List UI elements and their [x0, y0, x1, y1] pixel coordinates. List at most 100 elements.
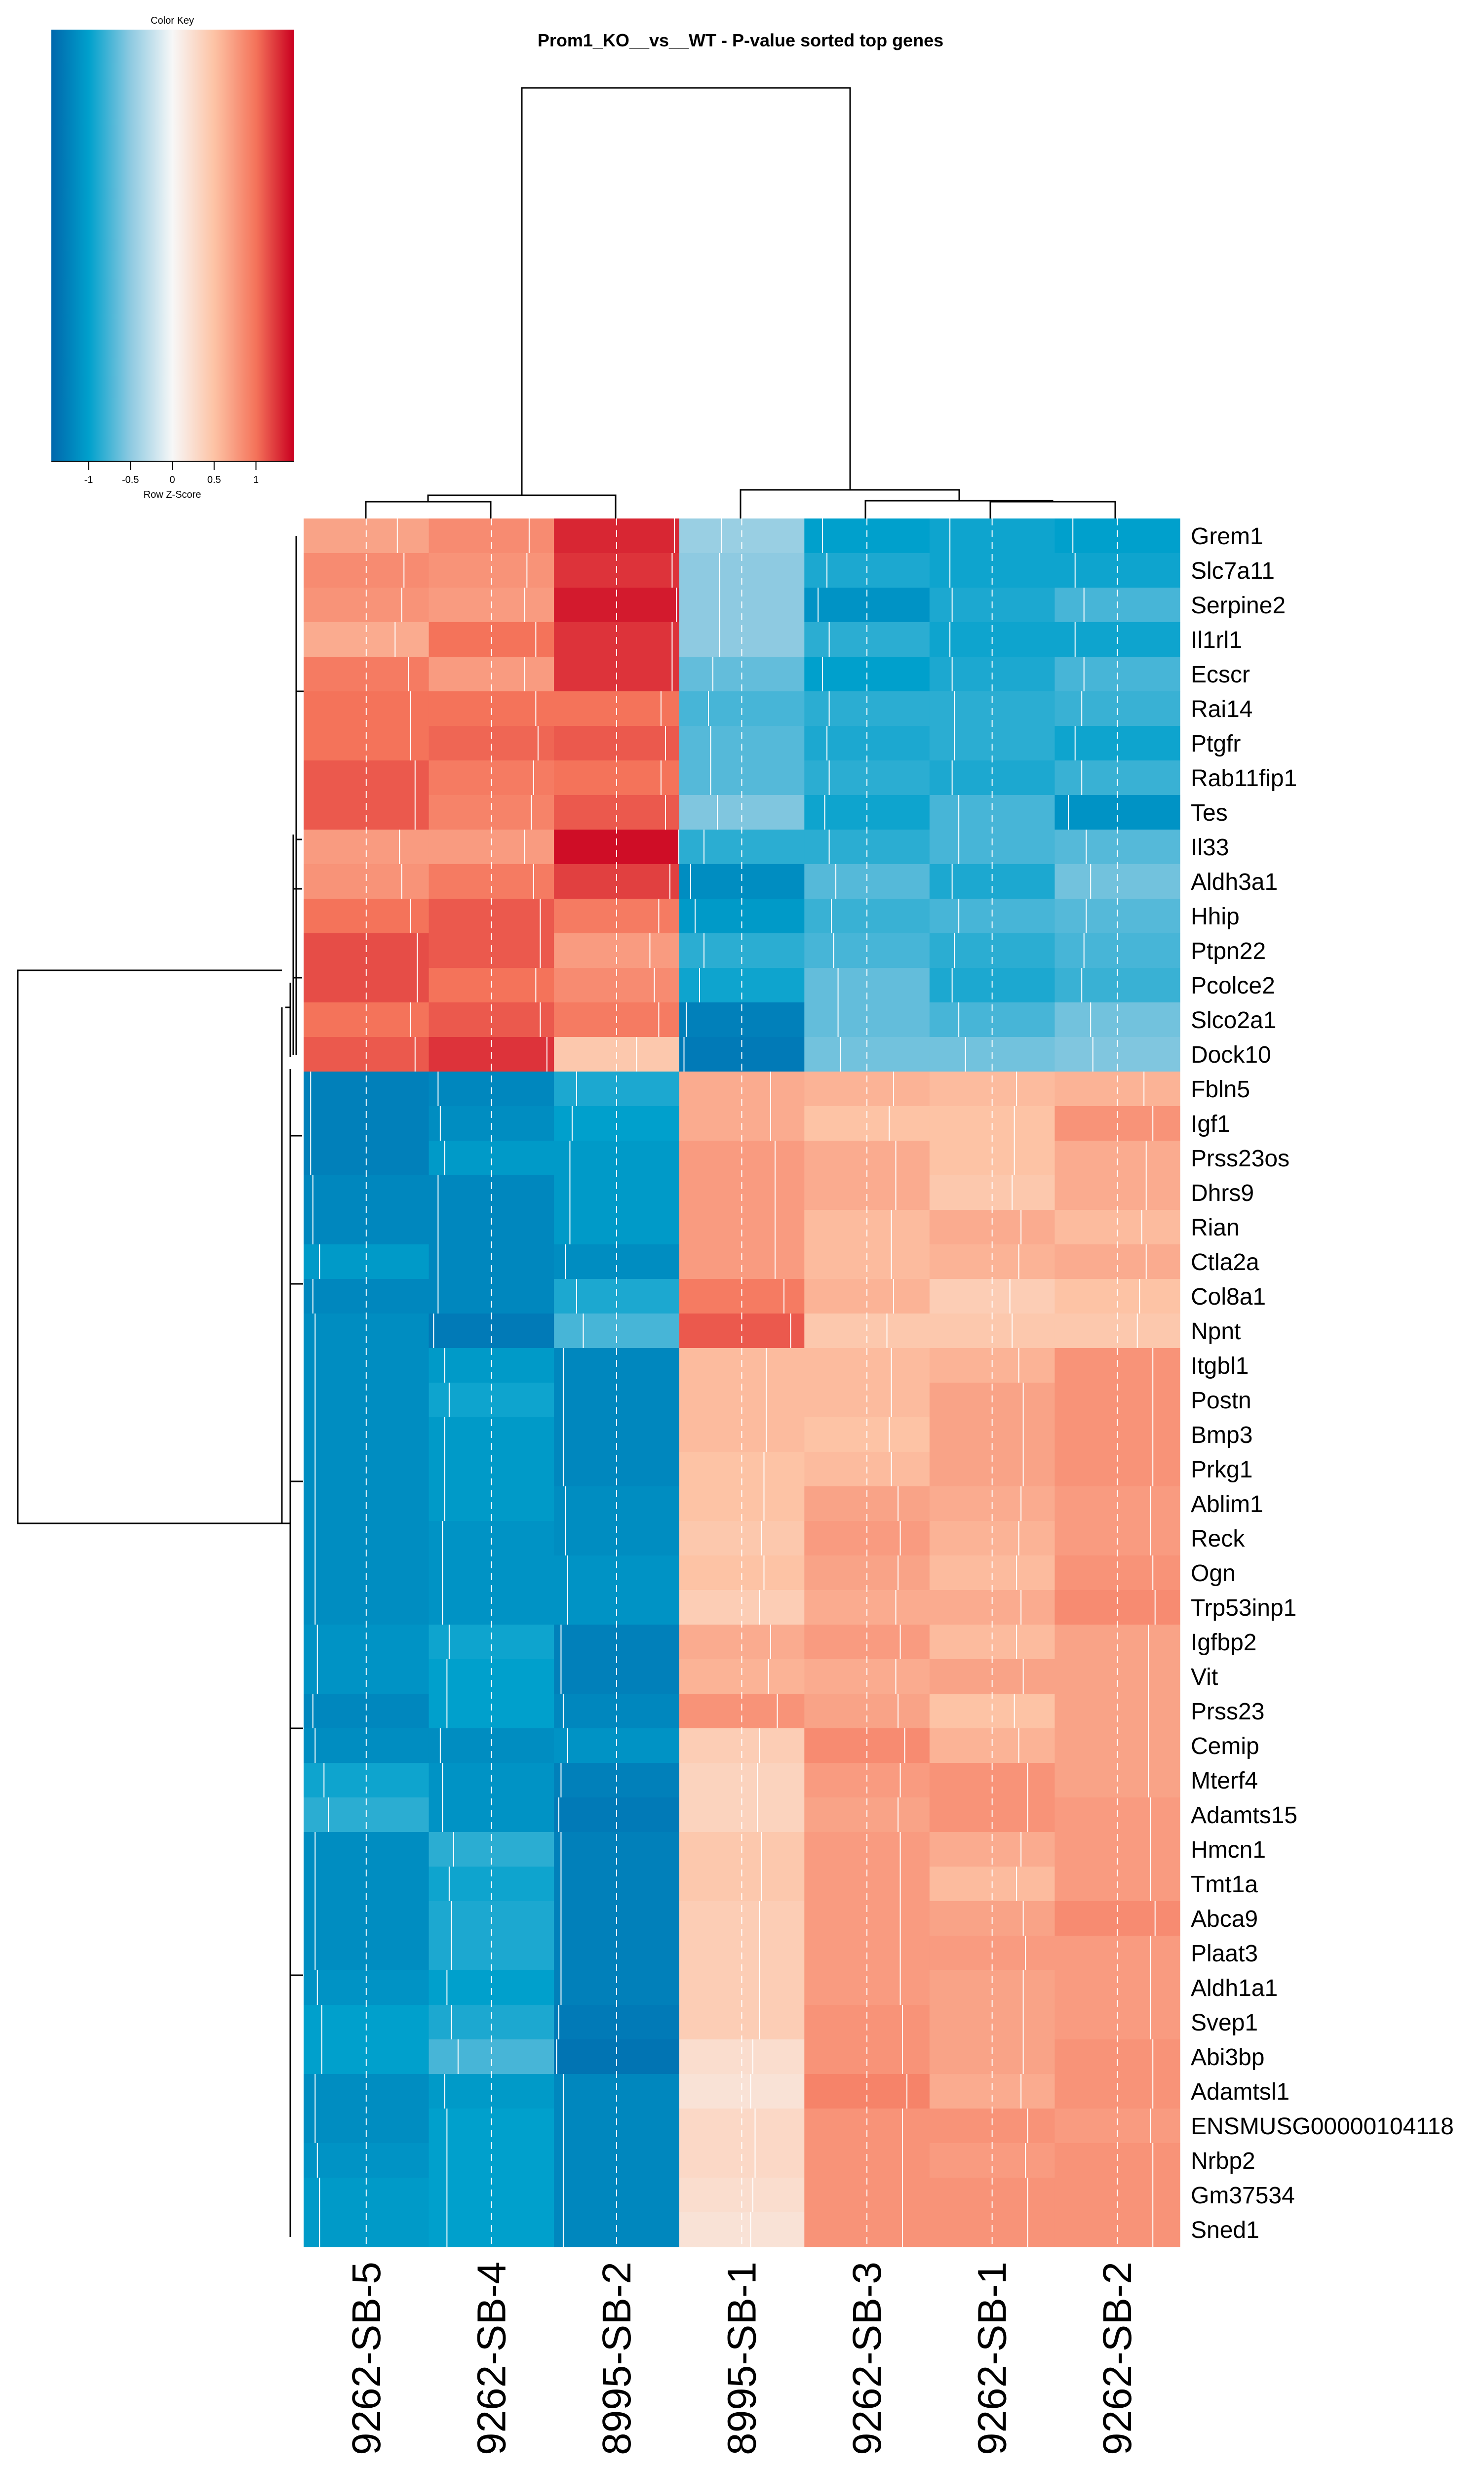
heatmap-cell: [929, 726, 1055, 761]
color-key-gradient: [51, 30, 294, 461]
heatmap-cell: [429, 1279, 554, 1314]
row-label: Aldh1a1: [1191, 1975, 1278, 2001]
column-dendrogram: [365, 87, 1116, 518]
heatmap-cell: [929, 760, 1055, 796]
heatmap-cell: [929, 1279, 1055, 1314]
heatmap-cell: [804, 2074, 930, 2109]
heatmap-cell: [429, 864, 554, 899]
row-label: Reck: [1191, 1526, 1245, 1552]
column-label: 8995-SB-2: [594, 2262, 639, 2455]
heatmap-cell: [679, 1694, 805, 1729]
heatmap-cell: [554, 2074, 680, 2109]
row-label: Rai14: [1191, 696, 1252, 722]
heatmap-cell: [804, 1244, 930, 1279]
heatmap-cell: [1054, 1279, 1180, 1314]
row-label: Tes: [1191, 800, 1228, 826]
heatmap-cell: [429, 1659, 554, 1694]
row-label: Col8a1: [1191, 1284, 1266, 1310]
row-label: Abi3bp: [1191, 2044, 1264, 2071]
heatmap-cell: [554, 1694, 680, 1729]
row-label: Ctla2a: [1191, 1249, 1259, 1275]
row-label: Dock10: [1191, 1042, 1271, 1068]
heatmap-cell: [679, 1625, 805, 1660]
heatmap-cell: [1054, 1210, 1180, 1245]
heatmap-cell: [679, 760, 805, 796]
row-dendrogram: [17, 536, 304, 2237]
row-label: ENSMUSG00000104118: [1191, 2113, 1454, 2140]
heatmap-cell: [804, 760, 930, 796]
row-label: Ogn: [1191, 1560, 1236, 1587]
color-key-ticks: -1 -0.5 0 0.5 1: [84, 461, 259, 485]
heatmap-cell: [679, 1210, 805, 1245]
heatmap-cell: [304, 760, 430, 796]
heatmap-cell: [429, 1555, 554, 1591]
heatmap-cell: [929, 795, 1055, 830]
heatmap-cell: [679, 2039, 805, 2074]
row-label: Il33: [1191, 835, 1229, 861]
heatmap-cell: [929, 2109, 1055, 2144]
heatmap-cell: [679, 1659, 805, 1694]
heatmap-cell: [804, 2039, 930, 2074]
heatmap-cell: [929, 1555, 1055, 1591]
heatmap-cell: [929, 2005, 1055, 2040]
heatmap-cell: [304, 1141, 430, 1176]
row-label: Ptgfr: [1191, 731, 1241, 757]
heatmap-cell: [679, 2074, 805, 2109]
heatmap-cell: [804, 2005, 930, 2040]
row-label: Aldh3a1: [1191, 869, 1278, 895]
heatmap-cell: [1054, 2039, 1180, 2074]
heatmap-cell: [429, 2005, 554, 2040]
row-label: Prss23: [1191, 1699, 1264, 1725]
heatmap-cell: [429, 1175, 554, 1210]
heatmap-cell: [929, 2074, 1055, 2109]
row-label: Igfbp2: [1191, 1630, 1256, 1656]
heatmap-cell: [304, 2074, 430, 2109]
heatmap-cell: [679, 1555, 805, 1591]
heatmap-cell: [929, 864, 1055, 899]
heatmap-cell: [929, 1244, 1055, 1279]
heatmap-cell: [554, 795, 680, 830]
row-label: Slco2a1: [1191, 1007, 1276, 1034]
heatmap-cell: [679, 1175, 805, 1210]
heatmap-cell: [679, 795, 805, 830]
row-label: Mterf4: [1191, 1768, 1258, 1794]
heatmap-cell: [304, 2109, 430, 2144]
color-key-tick-label: 0.5: [207, 475, 221, 485]
heatmap-cell: [804, 726, 930, 761]
row-label: Rian: [1191, 1215, 1240, 1241]
heatmap-cell: [929, 1970, 1055, 2005]
heatmap-cell: [304, 1659, 430, 1694]
row-label: Itgbl1: [1191, 1353, 1249, 1379]
heatmap-cell: [1054, 726, 1180, 761]
row-label: Abca9: [1191, 1906, 1258, 1932]
row-label: Adamts15: [1191, 1802, 1297, 1829]
column-label: 9262-SB-4: [469, 2262, 514, 2455]
heatmap-cell: [1054, 2005, 1180, 2040]
color-key-xlabel: Row Z-Score: [144, 489, 201, 500]
heatmap-cell: [679, 1970, 805, 2005]
heatmap-cell: [304, 1175, 430, 1210]
heatmap-cell: [304, 1555, 430, 1591]
heatmap-cell: [554, 2005, 680, 2040]
heatmap-cell: [804, 1210, 930, 1245]
heatmap-cell: [804, 1555, 930, 1591]
heatmap-cell: [304, 1694, 430, 1729]
row-label: Nrbp2: [1191, 2148, 1255, 2174]
heatmap-cell: [1054, 1175, 1180, 1210]
heatmap-cell: [554, 1175, 680, 1210]
heatmap-cell: [304, 726, 430, 761]
color-key-tick-label: -1: [84, 475, 93, 485]
heatmap-cells: [304, 518, 1180, 2247]
heatmap-cell: [1054, 1625, 1180, 1660]
heatmap-cell: [804, 1141, 930, 1176]
heatmap-cell: [804, 795, 930, 830]
heatmap-cell: [929, 1210, 1055, 1245]
heatmap-cell: [929, 1694, 1055, 1729]
row-label: Npnt: [1191, 1318, 1241, 1345]
heatmap-cell: [554, 1141, 680, 1176]
row-label: Rab11fip1: [1191, 765, 1297, 792]
heatmap-cell: [304, 864, 430, 899]
heatmap-cell: [304, 1970, 430, 2005]
row-label: Bmp3: [1191, 1422, 1252, 1448]
row-label: Sned1: [1191, 2217, 1259, 2243]
